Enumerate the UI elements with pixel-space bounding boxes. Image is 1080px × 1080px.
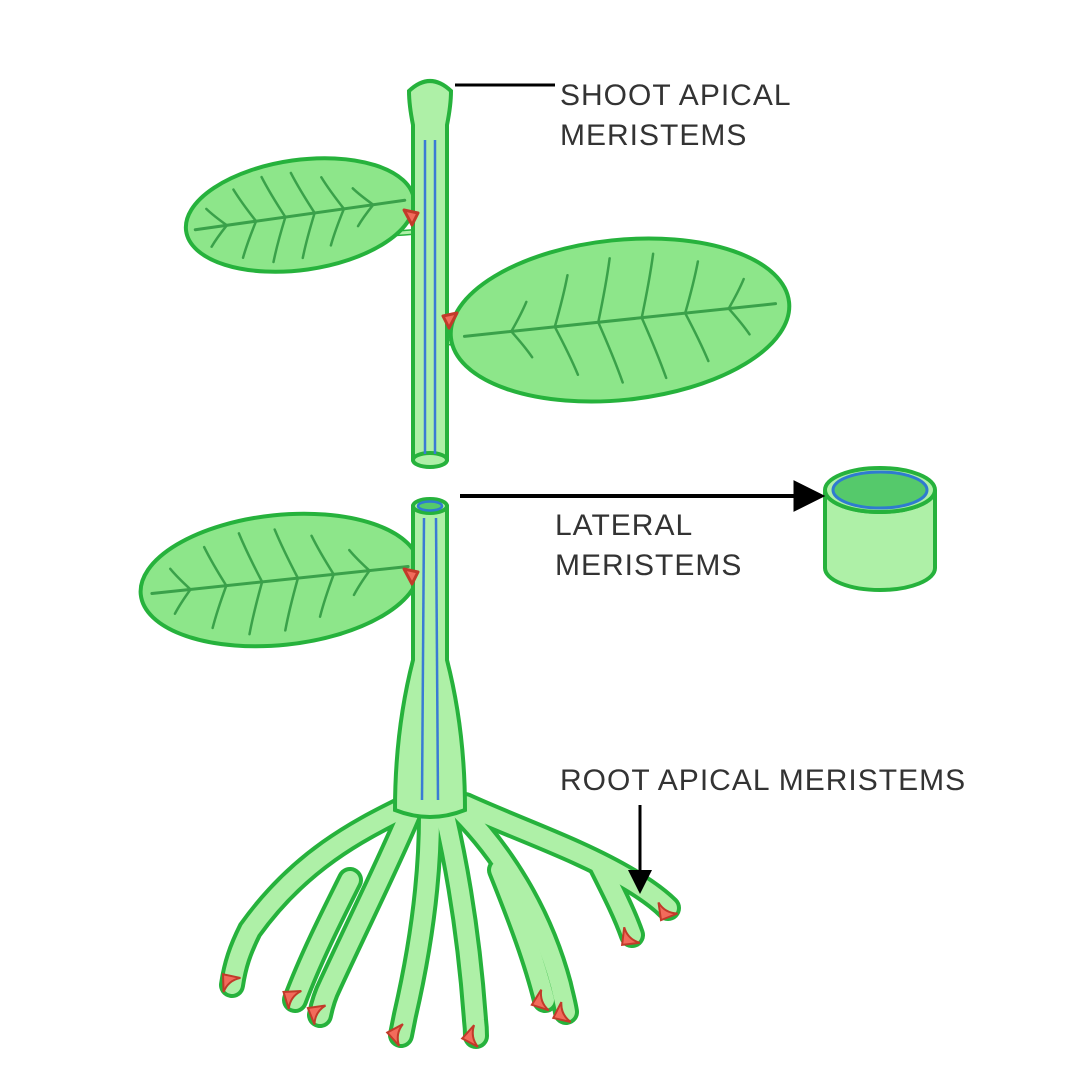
meristem-diagram: SHOOT APICAL MERISTEMS LATERAL MERISTEMS ROO… [0, 0, 1080, 1080]
label-lateral-1: LATERAL [555, 509, 693, 542]
leaf-lower-left [134, 501, 426, 660]
leaf-upper-right [443, 223, 798, 418]
stem-cross-section [825, 468, 935, 590]
label-shoot-apical-1: SHOOT APICAL [560, 79, 792, 112]
root-system [215, 805, 678, 1049]
upper-stem [409, 81, 451, 467]
leaf-upper-left [178, 145, 421, 286]
label-root-apical: ROOT APICAL MERISTEMS [560, 764, 966, 797]
label-shoot-apical-2: MERISTEMS [560, 119, 747, 152]
label-lateral-2: MERISTEMS [555, 549, 742, 582]
